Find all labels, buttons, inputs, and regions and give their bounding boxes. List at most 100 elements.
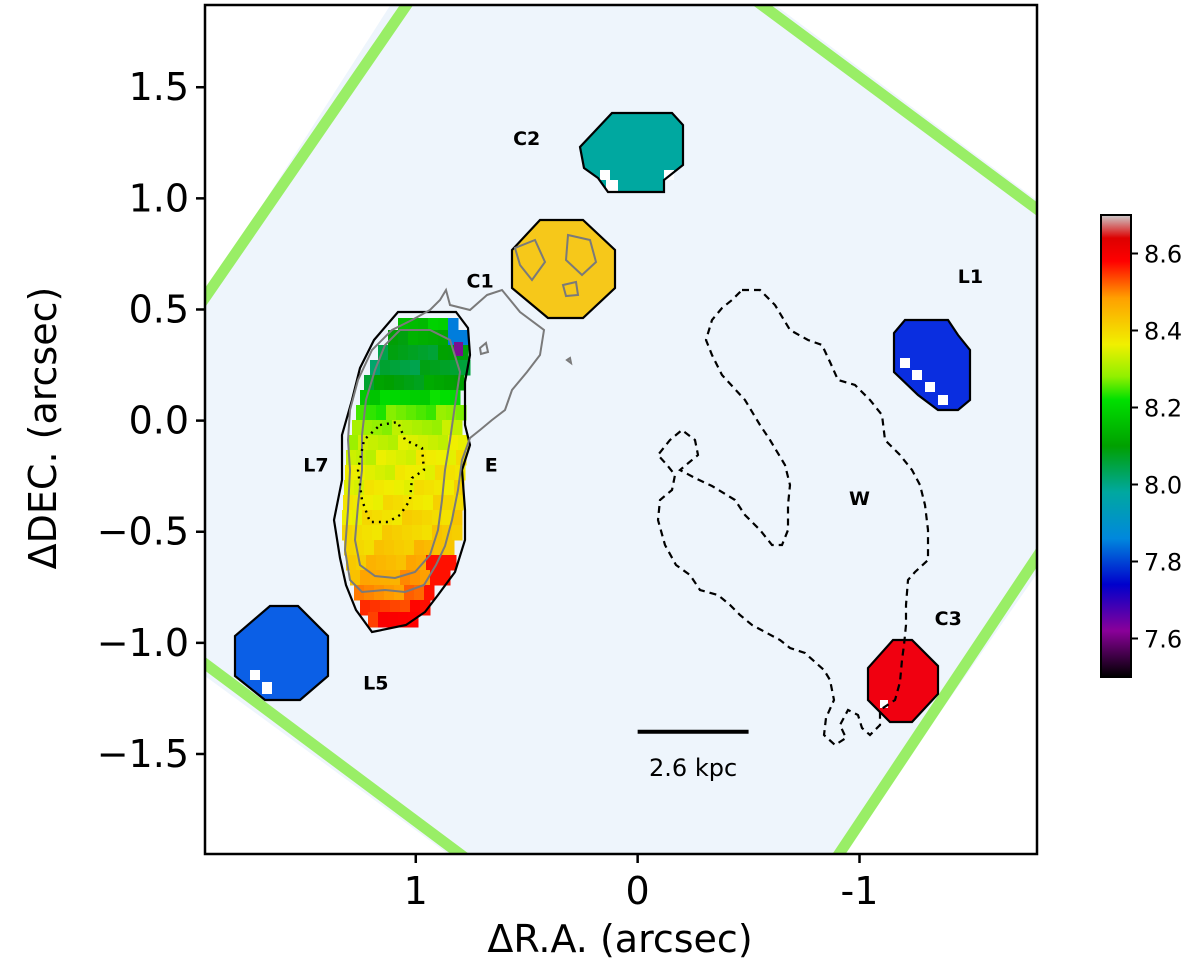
- plot-area: 2.6 kpc C2 C1 L1 L5 C3 E L7 W: [205, 5, 1037, 854]
- east-pixel: [364, 480, 375, 496]
- east-pixel: [415, 465, 426, 481]
- east-pixel: [402, 525, 413, 541]
- east-pixel: [438, 330, 449, 346]
- fov-edges: [205, 5, 1037, 854]
- east-pixel: [392, 510, 403, 526]
- pixel-notch: [912, 370, 922, 380]
- east-pixel: [412, 525, 423, 541]
- plot-frame: [203, 3, 1039, 856]
- east-pixel: [420, 600, 431, 616]
- east-pixel: [368, 612, 379, 628]
- colorbar-tick-label: 8.6: [1144, 241, 1182, 269]
- pixel-notch: [606, 180, 618, 192]
- east-pixel: [426, 450, 437, 466]
- east-pixel: [438, 435, 449, 451]
- east-pixel: [452, 420, 463, 436]
- east-pixel: [346, 555, 357, 571]
- x-axis-label: ΔR.A. (arcsec): [487, 917, 752, 961]
- east-pixel: [344, 540, 355, 556]
- east-pixel: [420, 390, 431, 406]
- east-pixel: [448, 318, 459, 334]
- east-pixel: [378, 612, 389, 628]
- y-tick-label: 0.0: [129, 399, 189, 443]
- east-pixel: [378, 345, 389, 361]
- east-pixel: [394, 540, 405, 556]
- east-pixel: [398, 330, 409, 346]
- east-pixel: [406, 555, 417, 571]
- y-tick-label: −1.5: [97, 732, 189, 776]
- east-pixel: [346, 450, 357, 466]
- east-pixel: [452, 510, 463, 526]
- region-label-l1: L1: [958, 266, 983, 288]
- east-pixel: [440, 390, 451, 406]
- east-pixel: [420, 570, 431, 586]
- east-pixel: [410, 600, 421, 616]
- east-pixel: [416, 450, 427, 466]
- east-pixel: [410, 390, 421, 406]
- east-pixel: [424, 585, 435, 601]
- east-pixel: [388, 345, 399, 361]
- east-pixel: [420, 360, 431, 376]
- outline-c2: [578, 111, 685, 194]
- east-pixel: [360, 570, 371, 586]
- east-pixel: [434, 375, 445, 391]
- east-pixel: [398, 612, 409, 628]
- east-pixel: [386, 450, 397, 466]
- pixel-notch: [900, 358, 910, 368]
- east-pixel: [376, 450, 387, 466]
- east-pixel: [348, 435, 359, 451]
- east-pixel: [436, 405, 447, 421]
- y-tick-label: −0.5: [97, 510, 189, 554]
- colorbar-tick-label: 7.6: [1144, 626, 1182, 654]
- y-tick-label: 1.0: [129, 176, 189, 220]
- east-pixel: [356, 555, 367, 571]
- east-pixel: [382, 525, 393, 541]
- east-pixel: [372, 525, 383, 541]
- east-pixel: [398, 345, 409, 361]
- outline-l5: [233, 604, 330, 702]
- east-pixel: [370, 600, 381, 616]
- east-pixel: [430, 390, 441, 406]
- east-pixel: [392, 420, 403, 436]
- east-pixel: [374, 540, 385, 556]
- east-pixel: [456, 450, 467, 466]
- east-pixel: [436, 450, 447, 466]
- x-tick-label: -1: [841, 869, 879, 913]
- region-fill-l1: [894, 320, 970, 410]
- east-pixel: [446, 555, 457, 571]
- east-pixel: [408, 435, 419, 451]
- east-pixel: [453, 495, 464, 511]
- grey-contours: [343, 233, 598, 594]
- east-pixel: [426, 405, 437, 421]
- east-pixel: [443, 495, 454, 511]
- east-pixel: [370, 570, 381, 586]
- east-pixel: [372, 510, 383, 526]
- outline-c3: [866, 638, 940, 724]
- east-pixel: [440, 570, 451, 586]
- east-pixel: [395, 465, 406, 481]
- east-pixel: [400, 390, 411, 406]
- east-pixel: [442, 420, 453, 436]
- east-pixel: [354, 585, 365, 601]
- east-pixel: [404, 480, 415, 496]
- east-pixel: [414, 585, 425, 601]
- east-pixel: [414, 540, 425, 556]
- east-pixel: [394, 375, 405, 391]
- east-pixel: [414, 375, 425, 391]
- east-pixel: [406, 405, 417, 421]
- pixel-notch: [880, 700, 888, 708]
- east-pixel: [418, 435, 429, 451]
- field-of-view: [205, 5, 1037, 854]
- east-pixel: [378, 435, 389, 451]
- east-pixel: [374, 480, 385, 496]
- east-pixel: [422, 510, 433, 526]
- east-pixel: [362, 525, 373, 541]
- east-pixel: [396, 555, 407, 571]
- east-pixel: [448, 330, 459, 346]
- east-pixel: [383, 495, 394, 511]
- east-pixel: [445, 465, 456, 481]
- east-pixel: [432, 420, 443, 436]
- x-axis: 1 0 -1: [404, 854, 879, 913]
- east-pixel: [355, 465, 366, 481]
- east-pixel: [418, 345, 429, 361]
